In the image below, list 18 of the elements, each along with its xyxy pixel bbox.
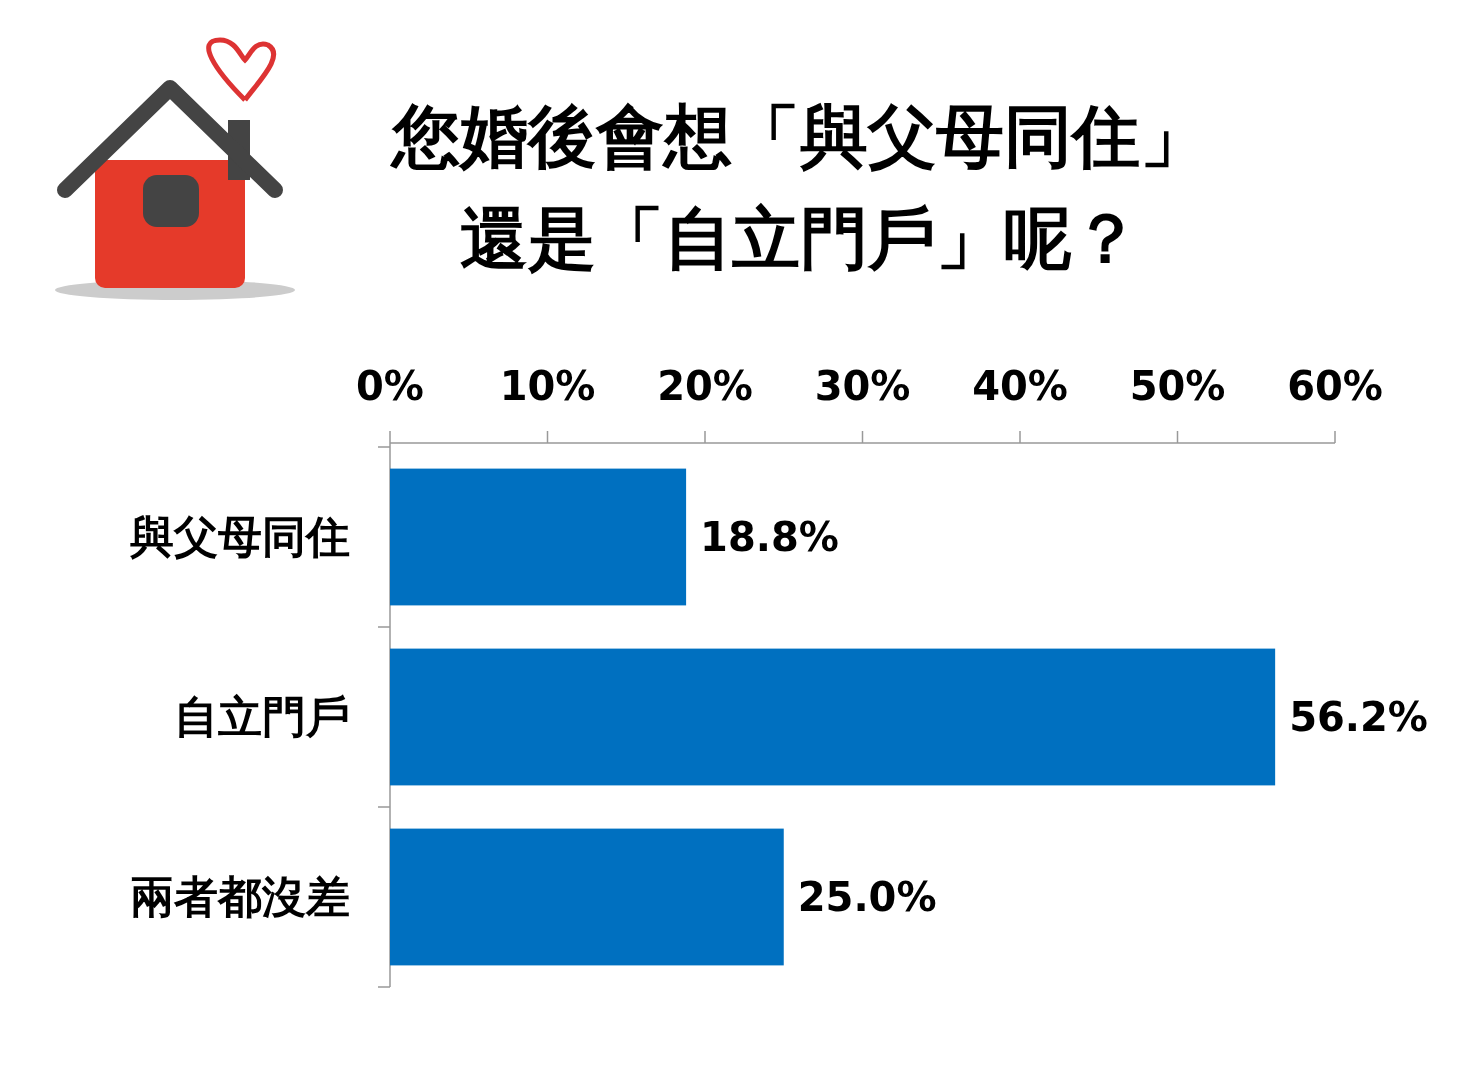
x-tick-label: 30% xyxy=(814,363,911,409)
y-tick-label: 自立門戶 xyxy=(174,691,350,742)
bar xyxy=(390,468,687,606)
x-tick-label: 0% xyxy=(356,363,424,409)
bar xyxy=(390,648,1276,786)
x-tick-label: 60% xyxy=(1287,363,1383,409)
x-tick-label: 10% xyxy=(499,363,596,409)
x-tick-label: 40% xyxy=(972,363,1068,409)
data-label: 56.2% xyxy=(1289,694,1428,740)
x-tick-label: 20% xyxy=(657,363,753,409)
data-label: 25.0% xyxy=(797,874,937,920)
data-label: 18.8% xyxy=(700,514,839,560)
chart-title: 您婚後會想「與父母同住」 xyxy=(389,97,1208,176)
chart-subtitle: 還是「自立門戶」呢？ xyxy=(460,199,1140,278)
bar xyxy=(390,828,784,966)
y-tick-label: 與父母同住 xyxy=(129,511,350,562)
y-tick-label: 兩者都沒差 xyxy=(130,871,350,922)
x-tick-label: 50% xyxy=(1129,363,1226,409)
